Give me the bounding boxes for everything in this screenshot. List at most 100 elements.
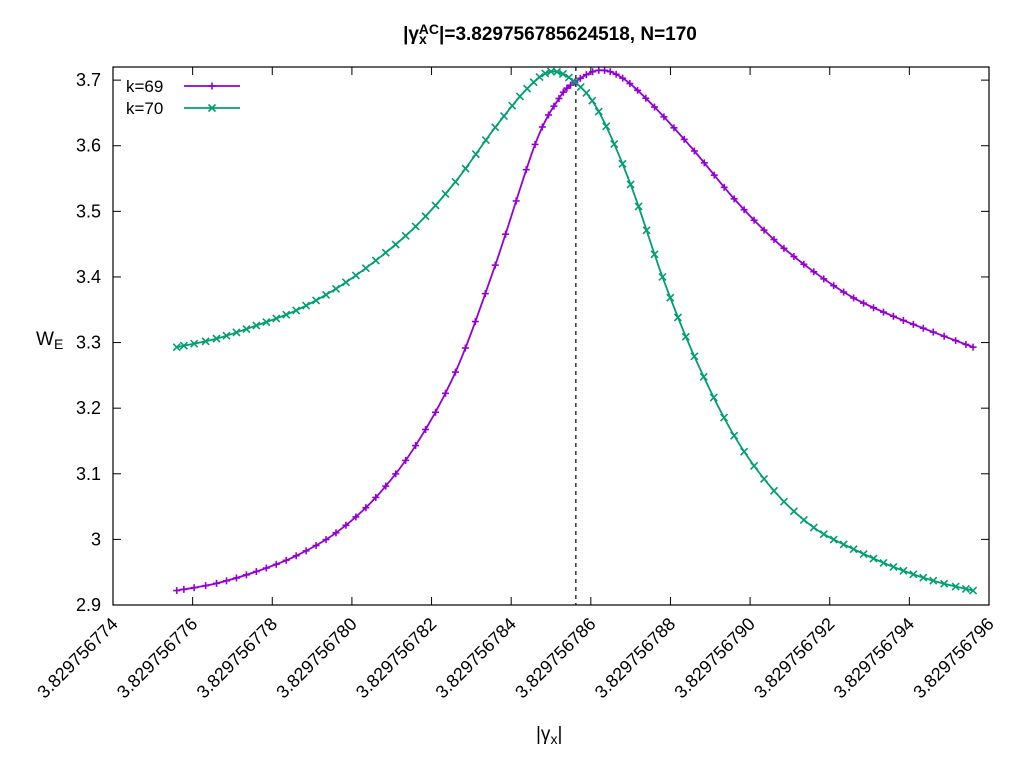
data-point	[618, 159, 627, 168]
data-point	[499, 112, 509, 121]
data-point	[172, 343, 181, 352]
data-point	[362, 504, 370, 512]
data-point	[292, 552, 300, 560]
data-point	[780, 244, 788, 252]
data-point	[180, 585, 188, 593]
data-point	[730, 431, 739, 440]
data-point	[859, 549, 868, 559]
data-point	[769, 486, 779, 495]
legend-item: k=70	[126, 99, 240, 118]
data-point	[969, 343, 977, 351]
data-point	[658, 272, 667, 282]
data-point	[819, 530, 828, 539]
legend-label: k=70	[126, 99, 163, 118]
data-point	[564, 73, 573, 82]
data-point	[431, 201, 440, 210]
axes-ticks	[112, 67, 990, 606]
data-point	[381, 248, 390, 257]
data-point	[709, 393, 718, 402]
data-point	[770, 236, 778, 244]
data-point	[190, 339, 199, 348]
data-point	[272, 560, 280, 568]
data-point	[809, 523, 818, 532]
data-point	[919, 324, 927, 332]
data-point	[552, 67, 562, 76]
data-point	[371, 256, 380, 265]
data-point	[651, 103, 659, 111]
data-point	[441, 189, 450, 198]
data-point	[312, 542, 320, 550]
data-point	[860, 299, 868, 307]
y-tick-label: 3.7	[76, 70, 101, 90]
data-point	[411, 222, 420, 231]
data-point	[919, 573, 928, 582]
data-point	[341, 278, 351, 287]
data-point	[642, 226, 651, 235]
data-point	[292, 306, 301, 315]
data-point	[471, 318, 479, 326]
data-point	[680, 135, 688, 143]
data-point	[523, 84, 532, 93]
data-point	[342, 521, 350, 529]
data-point	[951, 582, 960, 591]
data-point	[626, 80, 634, 88]
data-point	[839, 540, 848, 549]
data-point	[451, 177, 460, 186]
chart-title: |γxAC|=3.829756785624518, N=170	[403, 21, 697, 47]
data-point	[699, 372, 708, 381]
data-point	[730, 195, 738, 203]
data-point	[558, 69, 568, 78]
data-point	[690, 352, 699, 361]
data-point	[302, 547, 310, 555]
data-point	[666, 293, 675, 302]
data-point	[361, 264, 370, 273]
data-point	[879, 558, 888, 567]
data-point	[789, 507, 798, 516]
data-point	[451, 368, 459, 376]
data-point	[952, 337, 960, 345]
data-point	[720, 183, 728, 191]
data-point	[870, 304, 878, 312]
data-point	[471, 150, 480, 159]
data-point	[929, 328, 937, 336]
data-point	[262, 317, 271, 327]
data-point	[899, 316, 907, 324]
data-point	[382, 482, 390, 490]
data-point	[522, 166, 530, 174]
data-point	[402, 456, 410, 464]
data-point	[232, 328, 241, 337]
data-point	[602, 122, 611, 131]
data-point	[322, 536, 330, 544]
data-point	[829, 535, 838, 544]
data-point	[582, 71, 590, 79]
data-point	[190, 584, 198, 592]
y-tick-label: 3.3	[76, 333, 101, 353]
data-point	[610, 140, 619, 149]
data-point	[559, 88, 567, 96]
data-point	[461, 164, 470, 173]
data-point	[491, 261, 499, 269]
data-point	[869, 554, 878, 563]
data-point	[252, 568, 260, 576]
data-point	[681, 332, 690, 341]
y-tick-label: 3.2	[76, 398, 101, 418]
data-point	[312, 296, 321, 305]
data-point	[202, 582, 210, 590]
data-point	[491, 123, 500, 132]
data-point	[321, 290, 331, 299]
data-point	[392, 470, 400, 478]
y-tick-label: 3.1	[76, 464, 101, 484]
legend: k=69 k=70	[126, 77, 240, 118]
data-point	[740, 206, 748, 214]
data-point	[563, 84, 571, 92]
data-point	[422, 426, 430, 434]
data-point	[432, 408, 440, 416]
data-point	[515, 92, 524, 101]
data-point	[461, 344, 469, 352]
data-point	[626, 180, 635, 189]
data-point	[421, 212, 430, 221]
data-point	[282, 310, 291, 319]
data-point	[650, 250, 659, 259]
data-point	[222, 331, 231, 340]
